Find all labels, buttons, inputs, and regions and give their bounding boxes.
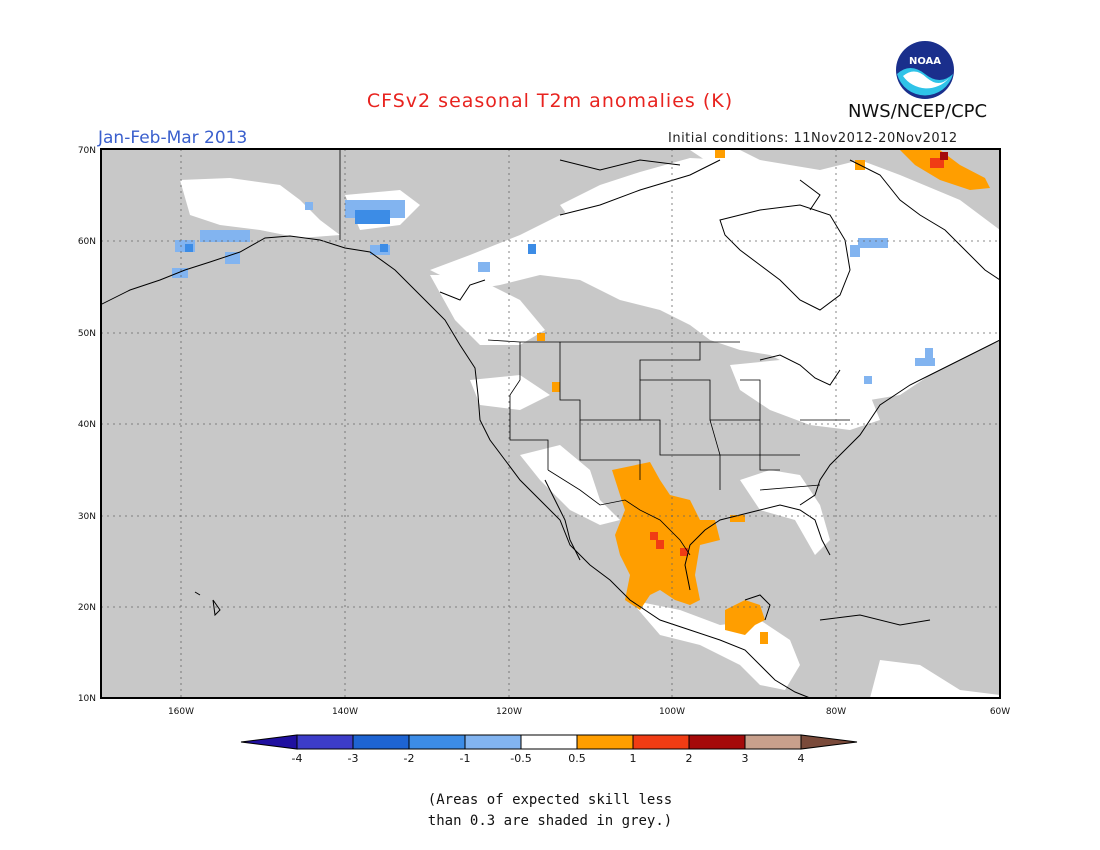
chart-title: CFSv2 seasonal T2m anomalies (K) — [366, 90, 734, 112]
lat-tick: 10N — [78, 694, 96, 704]
moderate-cool-anomaly-areas — [185, 210, 536, 254]
lat-tick: 30N — [78, 512, 96, 522]
legend-label: -3 — [348, 752, 359, 765]
legend-arrow-high — [800, 734, 858, 750]
lon-tick: 140W — [332, 707, 358, 717]
agency-label: NWS/NCEP/CPC — [848, 101, 988, 122]
lat-tick: 40N — [78, 420, 96, 430]
lon-tick: 80W — [826, 707, 846, 717]
graticule — [101, 149, 1000, 698]
season-label: Jan-Feb-Mar 2013 — [98, 128, 248, 148]
legend-swatch — [352, 734, 410, 750]
lon-tick: 160W — [168, 707, 194, 717]
legend-arrow-low — [240, 734, 298, 750]
lat-tick: 20N — [78, 603, 96, 613]
political-boundaries — [339, 150, 850, 556]
lat-ticks: 70N 60N 50N 40N 30N 20N 10N — [78, 146, 96, 704]
logo-text: NOAA — [909, 56, 941, 67]
warm-anomaly-areas — [537, 150, 990, 644]
legend-swatch — [744, 734, 802, 750]
legend-swatch — [576, 734, 634, 750]
lon-tick: 100W — [659, 707, 685, 717]
legend-swatch — [464, 734, 522, 750]
hot-anomaly-areas — [650, 158, 944, 556]
legend-swatch — [632, 734, 690, 750]
legend-label: 3 — [742, 752, 749, 765]
strong-hot-anomaly-areas — [940, 152, 948, 160]
legend-label: -2 — [404, 752, 415, 765]
lat-tick: 60N — [78, 237, 96, 247]
legend-label: 4 — [798, 752, 805, 765]
map-frame — [100, 148, 1001, 699]
legend-label: 0.5 — [568, 752, 586, 765]
legend-label: 2 — [686, 752, 693, 765]
lat-tick: 70N — [78, 146, 96, 156]
lon-tick: 120W — [496, 707, 522, 717]
lat-tick: 50N — [78, 329, 96, 339]
legend-label: -1 — [460, 752, 471, 765]
skill-note-line1: (Areas of expected skill less — [427, 792, 673, 808]
initial-conditions-label: Initial conditions: 11Nov2012-20Nov2012 — [668, 131, 958, 146]
noaa-logo: NOAA — [896, 41, 954, 99]
lon-tick: 60W — [990, 707, 1010, 717]
legend-label: -4 — [292, 752, 303, 765]
legend-swatch — [688, 734, 746, 750]
land-white-areas — [180, 150, 1000, 698]
legend-swatch — [408, 734, 466, 750]
legend-label: 1 — [630, 752, 637, 765]
lon-ticks: 160W 140W 120W 100W 80W 60W — [168, 707, 1010, 717]
legend-swatch — [296, 734, 354, 750]
legend-swatch — [520, 734, 578, 750]
coastlines — [101, 159, 1000, 698]
skill-note-line2: than 0.3 are shaded in grey.) — [427, 813, 673, 829]
legend-label: -0.5 — [510, 752, 531, 765]
